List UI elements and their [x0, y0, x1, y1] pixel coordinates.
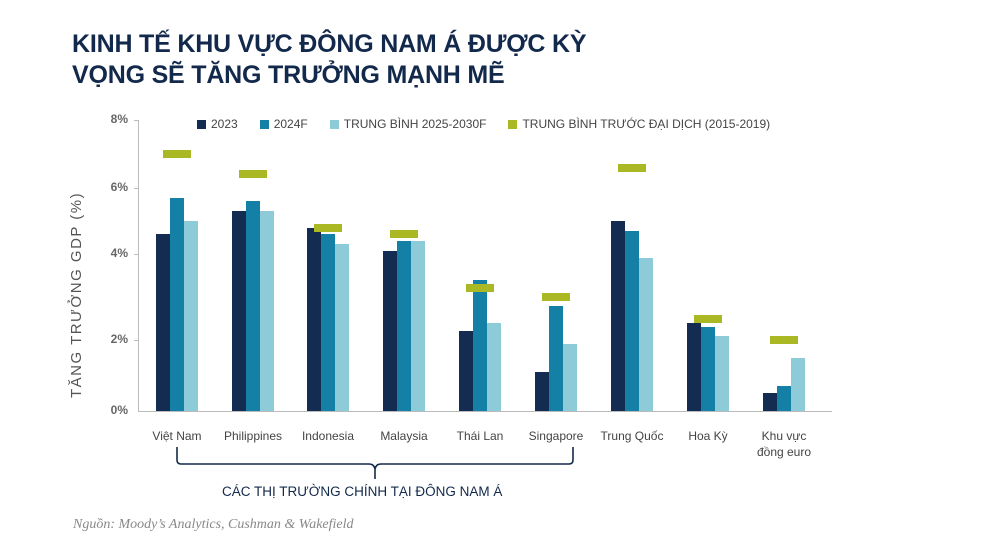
pre-pandemic-marker	[770, 336, 798, 344]
x-tick-label: Malaysia	[380, 429, 428, 443]
x-tick-label: Trung Quốc	[600, 429, 664, 443]
pre-pandemic-marker	[542, 293, 570, 301]
title-line-2: VỌNG SẼ TĂNG TRƯỞNG MẠNH MẼ	[72, 61, 505, 89]
x-tick-label: Việt Nam	[152, 429, 202, 443]
x-tick-label: Thái Lan	[456, 429, 504, 443]
pre-pandemic-marker	[314, 223, 342, 232]
bar	[459, 331, 473, 411]
y-tick-mark	[134, 188, 138, 189]
legend-item-pre-pandemic: TRUNG BÌNH TRƯỚC ĐẠI DỊCH (2015-2019)	[508, 117, 770, 131]
bar	[156, 234, 170, 411]
bracket-icon	[176, 447, 574, 479]
chart-legend: 2023 2024F TRUNG BÌNH 2025-2030F TRUNG B…	[197, 117, 792, 131]
bar	[535, 371, 549, 411]
pre-pandemic-marker	[390, 230, 418, 239]
pre-pandemic-marker	[618, 163, 646, 172]
legend-swatch-icon	[329, 119, 339, 129]
legend-label: TRUNG BÌNH TRƯỚC ĐẠI DỊCH (2015-2019)	[522, 117, 771, 131]
bar	[625, 230, 639, 411]
bar	[687, 322, 701, 411]
x-tick-label: Khu vực đồng euro	[756, 429, 812, 459]
legend-item-2023: 2023	[197, 117, 238, 131]
x-axis-line	[138, 411, 832, 412]
legend-swatch-icon	[508, 119, 518, 129]
y-tick: 6%	[110, 180, 128, 194]
bar	[791, 357, 805, 411]
bar	[487, 322, 501, 411]
x-tick-label: Philippines	[223, 429, 283, 443]
bar	[170, 197, 184, 411]
y-tick: 4%	[110, 246, 128, 260]
bar	[232, 211, 246, 411]
y-tick: 8%	[110, 112, 128, 126]
bar	[777, 386, 791, 411]
page-title: KINH TẾ KHU VỰC ĐÔNG NAM Á ĐƯỢC KỲ VỌNG …	[72, 29, 587, 91]
legend-label: 2024F	[273, 117, 308, 131]
y-tick: 0%	[110, 403, 128, 417]
bar	[563, 343, 577, 411]
pre-pandemic-marker	[239, 170, 267, 179]
bar	[639, 258, 653, 411]
bar	[397, 240, 411, 411]
x-tick-label: Indonesia	[301, 429, 355, 443]
pre-pandemic-marker	[466, 284, 494, 293]
bar	[715, 335, 729, 411]
bar	[611, 221, 625, 411]
bar	[307, 227, 321, 411]
bracket-label: CÁC THỊ TRƯỜNG CHÍNH TẠI ĐÔNG NAM Á	[222, 484, 503, 499]
legend-item-2024f: 2024F	[259, 117, 308, 131]
bar	[246, 201, 260, 411]
legend-label: 2023	[211, 117, 238, 131]
pre-pandemic-marker	[163, 150, 191, 158]
y-tick: 2%	[110, 332, 128, 346]
bar	[335, 244, 349, 411]
y-tick-mark	[134, 120, 138, 121]
y-tick-mark	[134, 254, 138, 255]
title-line-1: KINH TẾ KHU VỰC ĐÔNG NAM Á ĐƯỢC KỲ	[72, 30, 587, 58]
bar	[473, 279, 487, 411]
legend-swatch-icon	[197, 119, 206, 129]
bar	[549, 305, 563, 411]
x-tick-label: Singapore	[528, 429, 584, 443]
pre-pandemic-marker	[694, 314, 722, 323]
bar	[763, 393, 777, 411]
y-tick-mark	[134, 340, 138, 341]
bar	[184, 221, 198, 411]
x-tick-label: Hoa Kỳ	[688, 429, 728, 443]
bar	[383, 250, 397, 411]
bar	[701, 327, 715, 411]
legend-swatch-icon	[259, 119, 269, 129]
bar	[260, 211, 274, 411]
y-axis-label: TĂNG TRƯỞNG GDP (%)	[68, 191, 85, 398]
source-note: Nguồn: Moody’s Analytics, Cushman & Wake…	[73, 517, 354, 532]
y-axis-line	[138, 120, 139, 412]
legend-item-avg-2025-2030: TRUNG BÌNH 2025-2030F	[329, 117, 487, 131]
bar	[321, 234, 335, 411]
bar	[411, 240, 425, 411]
legend-label: TRUNG BÌNH 2025-2030F	[343, 117, 487, 131]
